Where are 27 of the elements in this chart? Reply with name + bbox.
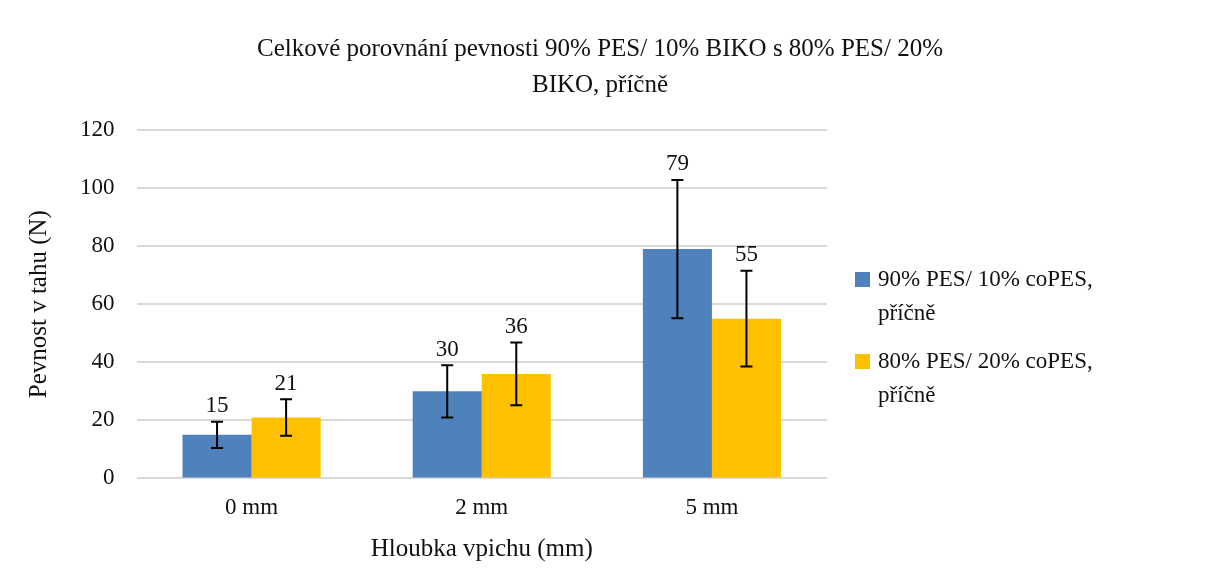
y-tick-label: 20 xyxy=(91,406,115,432)
data-label: 79 xyxy=(665,150,689,176)
data-label: 55 xyxy=(734,241,758,267)
y-tick-label: 120 xyxy=(80,116,115,142)
y-axis-title: Pevnost v tahu (N) xyxy=(23,210,52,399)
bar xyxy=(642,249,712,478)
legend-label: 90% PES/ 10% coPES, příčně xyxy=(878,265,1094,327)
data-label: 21 xyxy=(274,369,298,395)
x-axis-title: Hloubka vpichu (mm) xyxy=(370,533,593,562)
y-tick-label: 40 xyxy=(91,348,115,374)
legend-label: 80% PES/ 20% coPES, příčně xyxy=(878,347,1094,409)
y-tick-label: 0 xyxy=(103,464,115,490)
bar xyxy=(182,434,252,478)
data-label: 30 xyxy=(435,335,459,361)
x-tick-label: 5 mm xyxy=(685,494,739,520)
chart-title: Celkové porovnání pevnosti 90% PES/ 10% BIKO s 80% PES/ 20% BIKO, příčně xyxy=(255,33,945,99)
bar xyxy=(251,417,321,478)
bar xyxy=(412,391,482,478)
y-tick-label: 60 xyxy=(91,290,115,316)
x-tick-label: 0 mm xyxy=(225,494,279,520)
bar xyxy=(711,318,781,478)
x-tick-label: 2 mm xyxy=(455,494,509,520)
y-tick-label: 80 xyxy=(91,232,115,258)
y-tick-label: 100 xyxy=(80,174,115,200)
data-label: 15 xyxy=(205,392,229,418)
data-label: 36 xyxy=(504,313,528,339)
bar xyxy=(481,373,551,478)
